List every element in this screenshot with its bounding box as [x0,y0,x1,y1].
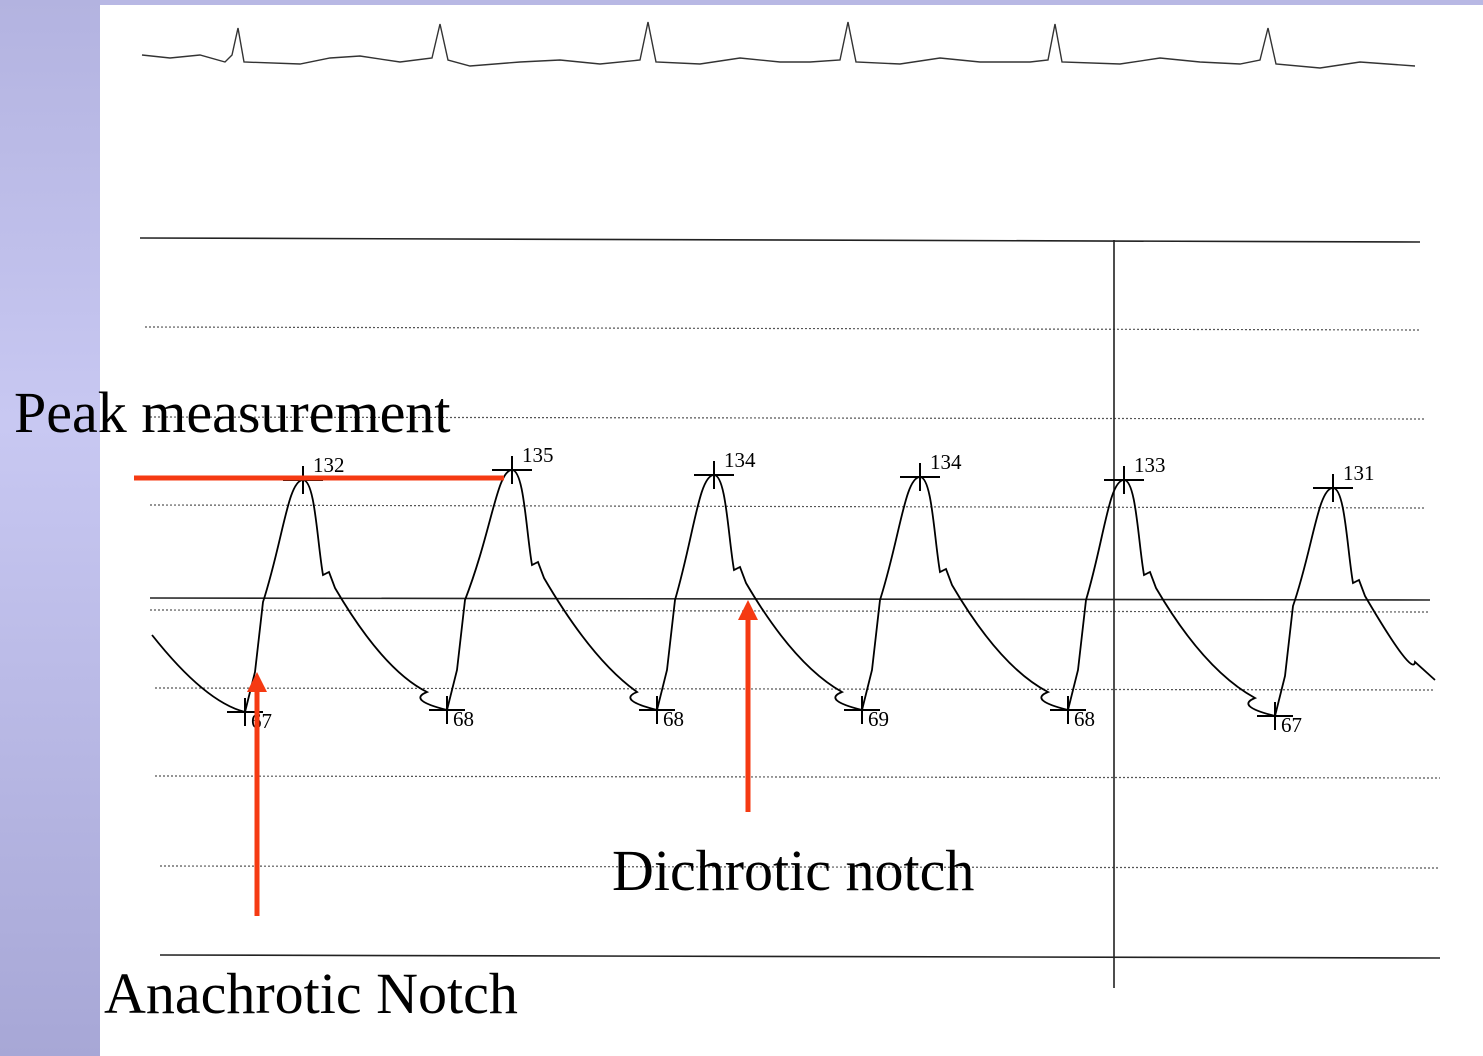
side-band [0,0,100,1056]
grid-line [139,237,1421,243]
grid-line [149,504,1426,509]
annotation: Dichrotic notch [612,838,974,903]
grid-line [149,597,1431,601]
arrow-head [247,672,267,692]
grid [139,237,1441,988]
ecg-trace [141,21,1416,69]
systolic-label: 133 [1134,453,1166,477]
waveform: 132 67 135 68 134 68 134 69 133 68 131 67 [151,443,1436,737]
diastolic-label: 67 [1281,713,1302,737]
systolic-label: 131 [1343,461,1375,485]
grid-line [154,775,1441,779]
systolic-label: 134 [930,450,962,474]
diastolic-label: 68 [663,707,684,731]
grid-line [154,687,1436,691]
annotation: Peak measurement [14,380,450,445]
grid-line [149,609,1431,613]
systolic-label: 132 [313,453,345,477]
diastolic-label: 68 [1074,707,1095,731]
diastolic-label: 67 [251,709,272,733]
grid-line [159,954,1441,959]
systolic-label: 134 [724,448,756,472]
grid-line [144,326,1421,331]
pressure-trace [151,469,1436,718]
diastolic-label: 68 [453,707,474,731]
arrow-head [738,600,758,620]
diastolic-label: 69 [868,707,889,731]
grid-line [149,416,1426,420]
top-band [100,0,1483,5]
annotation: Anachrotic Notch [104,961,518,1026]
systolic-label: 135 [522,443,554,467]
grid-line [159,865,1441,869]
